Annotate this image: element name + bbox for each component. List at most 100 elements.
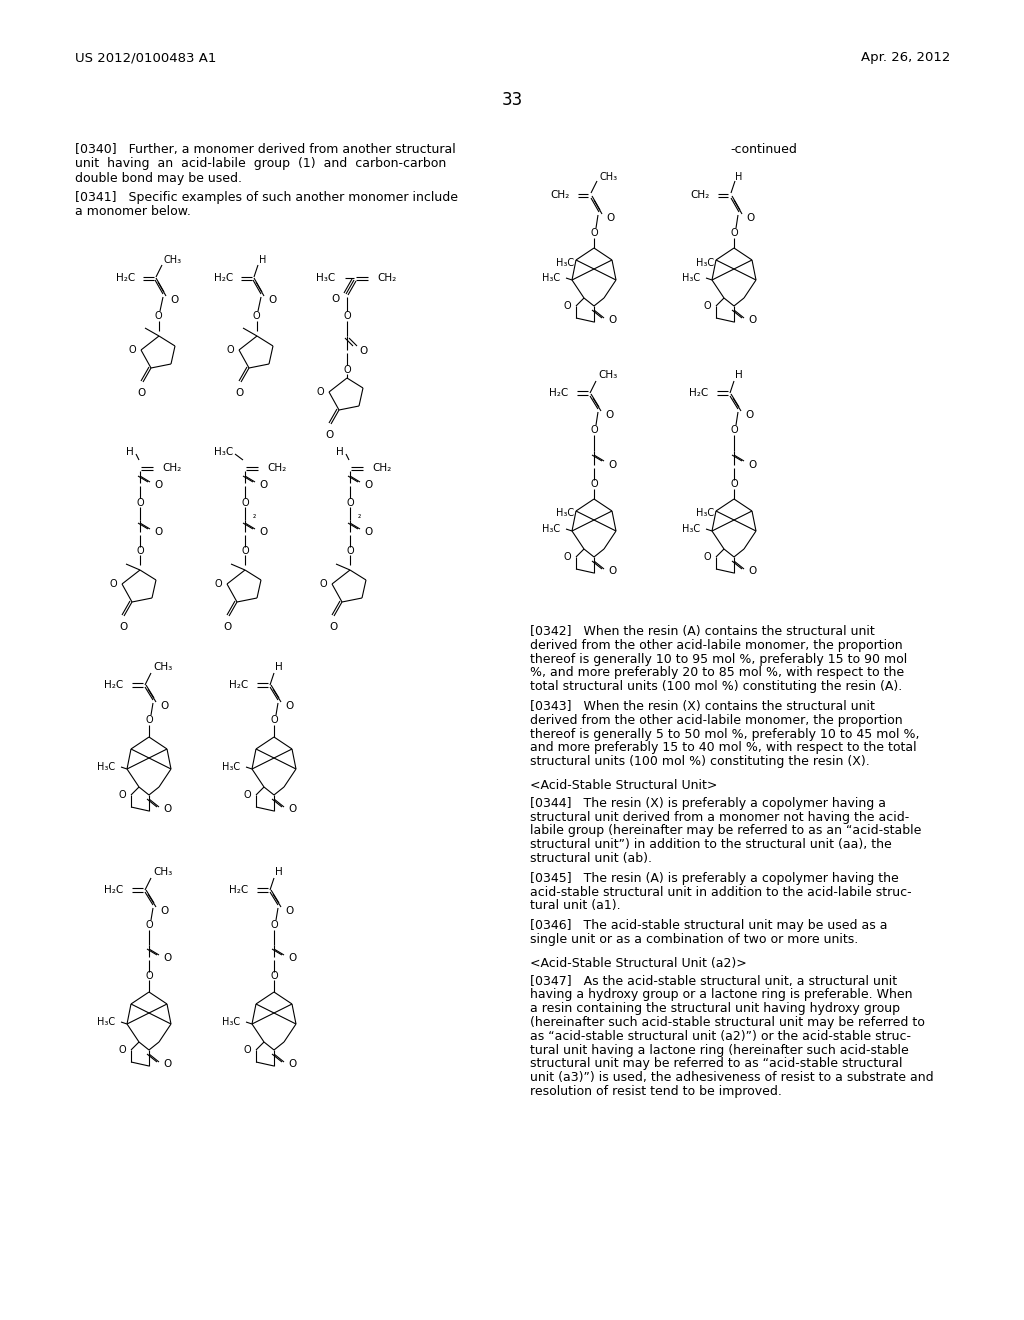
Text: H: H xyxy=(275,867,283,876)
Text: O: O xyxy=(160,701,168,711)
Text: resolution of resist tend to be improved.: resolution of resist tend to be improved… xyxy=(530,1085,782,1098)
Text: O: O xyxy=(346,498,354,508)
Text: -continued: -continued xyxy=(730,143,797,156)
Text: structural unit (ab).: structural unit (ab). xyxy=(530,851,652,865)
Text: O: O xyxy=(332,294,340,304)
Text: O: O xyxy=(326,430,334,440)
Text: H₂C: H₂C xyxy=(228,680,248,690)
Text: total structural units (100 mol %) constituting the resin (A).: total structural units (100 mol %) const… xyxy=(530,680,902,693)
Text: O: O xyxy=(364,480,373,490)
Text: CH₂: CH₂ xyxy=(691,190,710,201)
Text: having a hydroxy group or a lactone ring is preferable. When: having a hydroxy group or a lactone ring… xyxy=(530,989,912,1002)
Text: H₂C: H₂C xyxy=(689,388,708,399)
Text: O: O xyxy=(224,622,232,632)
Text: O: O xyxy=(163,953,171,964)
Text: O: O xyxy=(608,566,616,576)
Text: O: O xyxy=(136,546,143,556)
Text: acid-stable structural unit in addition to the acid-labile struc-: acid-stable structural unit in addition … xyxy=(530,886,911,899)
Text: O: O xyxy=(145,920,153,931)
Text: CH₂: CH₂ xyxy=(162,463,181,473)
Text: O: O xyxy=(703,552,711,562)
Text: O: O xyxy=(259,480,267,490)
Text: and more preferably 15 to 40 mol %, with respect to the total: and more preferably 15 to 40 mol %, with… xyxy=(530,742,916,755)
Text: O: O xyxy=(329,622,337,632)
Text: O: O xyxy=(745,411,754,420)
Text: O: O xyxy=(128,345,136,355)
Text: CH₃: CH₃ xyxy=(598,370,617,380)
Text: O: O xyxy=(244,789,251,800)
Text: O: O xyxy=(270,972,278,981)
Text: O: O xyxy=(748,315,757,325)
Text: O: O xyxy=(136,498,143,508)
Text: H₃C: H₃C xyxy=(682,524,700,535)
Text: H₃C: H₃C xyxy=(222,762,240,772)
Text: unit  having  an  acid-labile  group  (1)  and  carbon-carbon: unit having an acid-labile group (1) and… xyxy=(75,157,446,170)
Text: O: O xyxy=(154,527,162,537)
Text: O: O xyxy=(590,479,598,488)
Text: tural unit having a lactone ring (hereinafter such acid-stable: tural unit having a lactone ring (herein… xyxy=(530,1044,908,1056)
Text: O: O xyxy=(606,213,614,223)
Text: CH₂: CH₂ xyxy=(377,273,396,282)
Text: a monomer below.: a monomer below. xyxy=(75,205,190,218)
Text: O: O xyxy=(268,294,276,305)
Text: structural unit”) in addition to the structural unit (aa), the: structural unit”) in addition to the str… xyxy=(530,838,892,851)
Text: O: O xyxy=(319,579,327,589)
Text: O: O xyxy=(155,312,162,321)
Text: O: O xyxy=(316,387,324,397)
Text: as “acid-stable structural unit (a2)”) or the acid-stable struc-: as “acid-stable structural unit (a2)”) o… xyxy=(530,1030,911,1043)
Text: H₂C: H₂C xyxy=(103,680,123,690)
Text: [0347]   As the acid-stable structural unit, a structural unit: [0347] As the acid-stable structural uni… xyxy=(530,974,897,987)
Text: O: O xyxy=(608,315,616,325)
Text: CH₂: CH₂ xyxy=(372,463,391,473)
Text: O: O xyxy=(119,789,126,800)
Text: O: O xyxy=(252,312,260,321)
Text: H: H xyxy=(259,255,266,265)
Text: O: O xyxy=(285,701,293,711)
Text: O: O xyxy=(270,715,278,725)
Text: O: O xyxy=(170,294,178,305)
Text: O: O xyxy=(138,388,146,399)
Text: structural unit may be referred to as “acid-stable structural: structural unit may be referred to as “a… xyxy=(530,1057,902,1071)
Text: O: O xyxy=(214,579,222,589)
Text: [0342]   When the resin (A) contains the structural unit: [0342] When the resin (A) contains the s… xyxy=(530,624,874,638)
Text: 33: 33 xyxy=(502,91,522,110)
Text: O: O xyxy=(154,480,162,490)
Text: CH₂: CH₂ xyxy=(267,463,287,473)
Text: single unit or as a combination of two or more units.: single unit or as a combination of two o… xyxy=(530,933,858,946)
Text: O: O xyxy=(163,804,171,814)
Text: ₂: ₂ xyxy=(358,511,361,520)
Text: O: O xyxy=(110,579,117,589)
Text: O: O xyxy=(730,479,738,488)
Text: O: O xyxy=(160,906,168,916)
Text: H₂C: H₂C xyxy=(103,884,123,895)
Text: O: O xyxy=(590,425,598,436)
Text: [0343]   When the resin (X) contains the structural unit: [0343] When the resin (X) contains the s… xyxy=(530,700,874,713)
Text: [0341]   Specific examples of such another monomer include: [0341] Specific examples of such another… xyxy=(75,190,458,203)
Text: O: O xyxy=(703,301,711,312)
Text: H₂C: H₂C xyxy=(116,273,135,282)
Text: H: H xyxy=(735,172,742,182)
Text: CH₃: CH₃ xyxy=(153,867,172,876)
Text: [0345]   The resin (A) is preferably a copolymer having the: [0345] The resin (A) is preferably a cop… xyxy=(530,871,899,884)
Text: O: O xyxy=(145,715,153,725)
Text: O: O xyxy=(242,546,249,556)
Text: O: O xyxy=(270,920,278,931)
Text: O: O xyxy=(563,552,571,562)
Text: CH₃: CH₃ xyxy=(153,663,172,672)
Text: H: H xyxy=(275,663,283,672)
Text: O: O xyxy=(605,411,613,420)
Text: %, and more preferably 20 to 85 mol %, with respect to the: %, and more preferably 20 to 85 mol %, w… xyxy=(530,667,904,680)
Text: H₃C: H₃C xyxy=(315,273,335,282)
Text: [0344]   The resin (X) is preferably a copolymer having a: [0344] The resin (X) is preferably a cop… xyxy=(530,797,886,809)
Text: O: O xyxy=(746,213,755,223)
Text: H₃C: H₃C xyxy=(542,273,560,282)
Text: <Acid-Stable Structural Unit (a2)>: <Acid-Stable Structural Unit (a2)> xyxy=(530,957,746,970)
Text: H₃C: H₃C xyxy=(556,508,574,517)
Text: O: O xyxy=(590,228,598,238)
Text: a resin containing the structural unit having hydroxy group: a resin containing the structural unit h… xyxy=(530,1002,900,1015)
Text: structural units (100 mol %) constituting the resin (X).: structural units (100 mol %) constitutin… xyxy=(530,755,869,768)
Text: O: O xyxy=(244,1045,251,1055)
Text: O: O xyxy=(145,972,153,981)
Text: O: O xyxy=(259,527,267,537)
Text: Apr. 26, 2012: Apr. 26, 2012 xyxy=(860,51,950,65)
